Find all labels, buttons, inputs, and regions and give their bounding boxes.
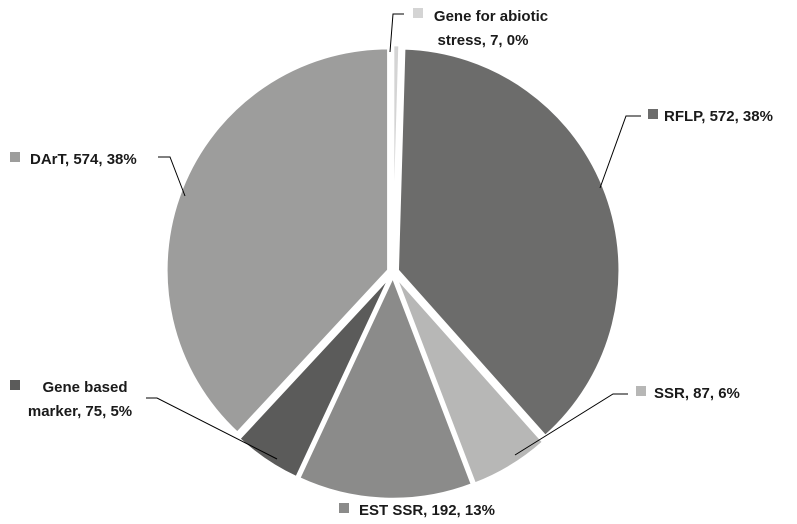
leader-line-ssr [514, 393, 628, 456]
data-label-ssr: SSR, 87, 6% [636, 385, 740, 402]
pie-slice-ssr [394, 275, 545, 485]
pie-slice-dart [165, 46, 390, 435]
leader-line-dart [158, 156, 186, 197]
data-label-rflp: RFLP, 572, 38% [648, 108, 773, 125]
legend-key-rflp [648, 109, 658, 119]
legend-key-gene-abiotic [413, 8, 423, 18]
legend-key-est-ssr [339, 503, 349, 513]
data-label-gene-abiotic-line2: stress, 7, 0% [438, 32, 529, 49]
pie-slices [165, 43, 621, 501]
data-label-est-ssr: EST SSR, 192, 13% [339, 502, 495, 519]
legend-key-gene-based [10, 380, 20, 390]
data-label-dart-text: DArT, 574, 38% [30, 151, 137, 168]
leader-line-rflp [599, 115, 641, 189]
legend-key-dart [10, 152, 20, 162]
data-label-gene-based-line2: marker, 75, 5% [28, 403, 132, 420]
data-label-gene-based-line1: Gene based [42, 379, 127, 396]
legend-key-ssr [636, 386, 646, 396]
pie-slice-gene-for-abiotic-stress [391, 43, 401, 269]
pie-slice-est-ssr [297, 275, 474, 501]
data-label-est-ssr-text: EST SSR, 192, 13% [359, 502, 495, 519]
data-label-gene-abiotic: Gene for abiotic stress, 7, 0% [413, 8, 548, 49]
data-label-gene-based: Gene based marker, 75, 5% [10, 379, 132, 420]
data-label-rflp-text: RFLP, 572, 38% [664, 108, 773, 125]
leader-line-gene-abiotic [389, 13, 404, 53]
pie-slice-rflp [396, 47, 621, 438]
leader-lines [146, 13, 641, 460]
data-label-dart: DArT, 574, 38% [10, 151, 137, 168]
data-label-gene-abiotic-line1: Gene for abiotic [434, 8, 548, 25]
data-label-ssr-text: SSR, 87, 6% [654, 385, 740, 402]
leader-line-gene-based [146, 397, 278, 460]
pie-slice-gene-based-marker [237, 274, 392, 479]
